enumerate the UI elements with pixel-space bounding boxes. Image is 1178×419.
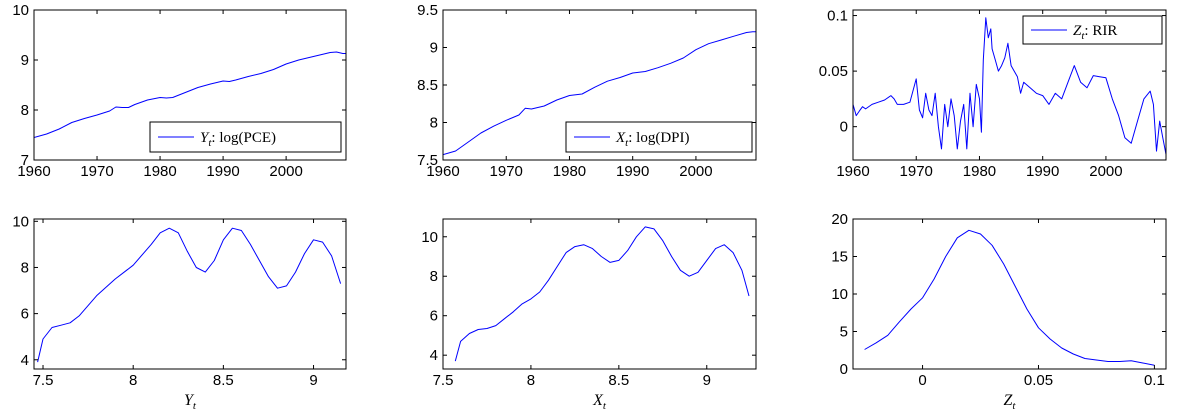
x-axis-label: Xt bbox=[592, 392, 607, 412]
x-tick-label: 8 bbox=[129, 372, 137, 389]
math-variable: Y bbox=[184, 392, 195, 409]
y-tick-label: 10 bbox=[831, 286, 848, 303]
x-tick-label: 1980 bbox=[553, 163, 586, 180]
x-tick-label: 8 bbox=[527, 372, 535, 389]
y-tick-label: 0 bbox=[840, 119, 848, 136]
x-tick-label: 1960 bbox=[426, 163, 459, 180]
plot-area bbox=[443, 219, 756, 369]
legend-description: : log(PCE) bbox=[211, 130, 276, 146]
x-tick-label: 1990 bbox=[1026, 163, 1059, 180]
axes-frame bbox=[852, 218, 1167, 370]
y-tick-label: 4 bbox=[21, 352, 29, 369]
x-tick-label: 0.05 bbox=[1024, 372, 1053, 389]
x-tick-label: 1960 bbox=[17, 163, 50, 180]
series-line-1 bbox=[853, 17, 1166, 155]
y-tick-label: 9 bbox=[21, 52, 29, 69]
legend: Xt: log(DPI) bbox=[565, 121, 753, 153]
chart-panel-6: 0 0.05 0.1 0 5 10 15 20 Zt bbox=[831, 211, 1167, 412]
x-tick-label: 9 bbox=[703, 372, 711, 389]
y-tick-label: 6 bbox=[430, 308, 438, 325]
y-tick-label: 9.5 bbox=[417, 2, 438, 19]
plot-area bbox=[853, 219, 1166, 369]
y-tick-label: 8.5 bbox=[417, 77, 438, 94]
x-tick-label: 1970 bbox=[900, 163, 933, 180]
x-tick-label: 2000 bbox=[269, 163, 302, 180]
axes-frame bbox=[852, 9, 1167, 161]
math-subscript: t bbox=[193, 400, 197, 412]
x-tick-label: 1980 bbox=[143, 163, 176, 180]
math-variable: Z bbox=[1073, 23, 1082, 39]
math-subscript: t bbox=[1012, 400, 1016, 412]
x-tick-label: 8.5 bbox=[213, 372, 234, 389]
y-tick-label: 7.5 bbox=[417, 152, 438, 169]
math-subscript: t bbox=[603, 400, 607, 412]
y-tick-label: 0.1 bbox=[827, 8, 848, 25]
series-line-1 bbox=[34, 51, 346, 138]
y-tick-label: 20 bbox=[831, 211, 848, 228]
legend-entry-label: Xt: log(DPI) bbox=[615, 130, 689, 149]
x-tick-label: 9 bbox=[309, 372, 317, 389]
y-tick-label: 10 bbox=[421, 229, 438, 246]
x-tick-label: 1990 bbox=[206, 163, 239, 180]
x-tick-label: 1990 bbox=[616, 163, 649, 180]
y-tick-label: 9 bbox=[430, 40, 438, 57]
y-tick-label: 10 bbox=[12, 2, 29, 19]
y-tick-label: 4 bbox=[430, 347, 438, 364]
y-tick-label: 8 bbox=[430, 268, 438, 285]
axes-frame bbox=[33, 9, 347, 161]
x-tick-label: 1970 bbox=[490, 163, 523, 180]
y-tick-label: 0.05 bbox=[819, 63, 848, 80]
x-axis-label: Zt bbox=[1004, 392, 1017, 412]
legend-description: : log(DPI) bbox=[628, 130, 689, 146]
chart-panel-4: 7.5 8 8.5 9 4 6 8 10 Yt bbox=[12, 213, 347, 412]
legend-entry-label: Yt: log(PCE) bbox=[200, 130, 276, 149]
x-axis-label: Yt bbox=[184, 392, 197, 412]
y-tick-label: 8 bbox=[21, 259, 29, 276]
chart-panel-2: 1960 1970 1980 1990 2000 7.5 8 8.5 9 9.5 Xt: log(D… bbox=[417, 2, 757, 180]
math-variable: Y bbox=[200, 130, 210, 146]
y-tick-label: 6 bbox=[21, 306, 29, 323]
x-tick-label: 2000 bbox=[1089, 163, 1122, 180]
legend: Zt: RIR bbox=[1022, 15, 1163, 45]
chart-panel-5: 7.5 8 8.5 9 4 6 8 10 Xt bbox=[421, 218, 757, 412]
math-subscript: t bbox=[625, 137, 629, 149]
x-tick-label: 7.5 bbox=[33, 372, 54, 389]
x-tick-label: 1980 bbox=[963, 163, 996, 180]
plot-area bbox=[34, 219, 346, 369]
axes-frame bbox=[442, 9, 757, 161]
legend-description: : RIR bbox=[1084, 23, 1117, 39]
y-tick-label: 8 bbox=[430, 115, 438, 132]
math-subscript: t bbox=[1081, 30, 1085, 42]
y-tick-label: 10 bbox=[12, 213, 29, 230]
y-tick-label: 15 bbox=[831, 249, 848, 266]
x-tick-label: 0.1 bbox=[1144, 372, 1165, 389]
x-tick-label: 8.5 bbox=[608, 372, 629, 389]
y-tick-label: 0 bbox=[840, 361, 848, 378]
series-line-1 bbox=[443, 31, 756, 156]
series-line-1 bbox=[454, 226, 750, 362]
chart-panel-1: 1960 1970 1980 1990 2000 7 8 9 10 Yt: log(PCE) bbox=[12, 2, 347, 180]
x-tick-label: 7.5 bbox=[433, 372, 454, 389]
y-tick-label: 5 bbox=[840, 324, 848, 341]
math-variable: X bbox=[615, 130, 626, 146]
x-tick-label: 0 bbox=[918, 372, 926, 389]
chart-panel-3: 1960 1970 1980 1990 2000 0 0.05 0.1 Zt: RIR bbox=[819, 8, 1167, 180]
legend-entry-label: Zt: RIR bbox=[1073, 23, 1117, 42]
math-variable: Z bbox=[1004, 392, 1014, 409]
y-tick-label: 8 bbox=[21, 102, 29, 119]
series-line-1 bbox=[864, 229, 1155, 366]
axes-frame bbox=[33, 218, 347, 370]
y-tick-label: 7 bbox=[21, 152, 29, 169]
math-variable: X bbox=[592, 392, 604, 409]
x-tick-label: 2000 bbox=[679, 163, 712, 180]
legend: Yt: log(PCE) bbox=[149, 121, 342, 153]
x-tick-label: 1960 bbox=[836, 163, 869, 180]
x-tick-label: 1970 bbox=[80, 163, 113, 180]
axes-frame bbox=[442, 218, 757, 370]
series-line-1 bbox=[37, 227, 342, 363]
math-subscript: t bbox=[208, 137, 212, 149]
